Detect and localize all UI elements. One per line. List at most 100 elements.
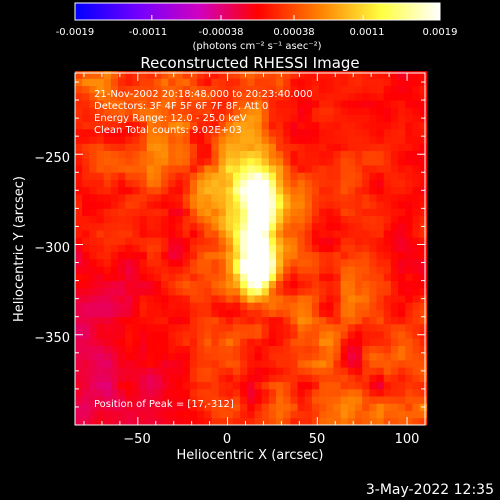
heatmap-cell: [232, 258, 241, 267]
heatmap-cell: [276, 85, 284, 94]
heatmap-cell: [204, 316, 212, 325]
heatmap-cell: [383, 172, 392, 180]
heatmap-cell: [146, 244, 155, 253]
heatmap-cell: [311, 316, 320, 325]
heatmap-cell: [347, 403, 356, 411]
heatmap-cell: [211, 230, 219, 238]
heatmap-cell: [419, 388, 428, 397]
heatmap-cell: [412, 302, 421, 310]
heatmap-cell: [304, 150, 313, 159]
heatmap-cell: [297, 266, 306, 274]
heatmap-cell: [125, 172, 133, 180]
heatmap-cell: [254, 128, 263, 137]
heatmap-cell: [175, 280, 184, 289]
heatmap-cell: [89, 193, 97, 202]
heatmap-cell: [146, 273, 155, 281]
heatmap-cell: [175, 331, 184, 339]
heatmap-cell: [175, 309, 184, 318]
heatmap-cell: [333, 287, 342, 296]
heatmap-cell: [326, 388, 334, 397]
heatmap-cell: [211, 381, 219, 390]
heatmap-cell: [268, 85, 277, 94]
heatmap-cell: [204, 367, 212, 375]
heatmap-cell: [240, 273, 248, 281]
heatmap-cell: [125, 237, 133, 245]
heatmap-cell: [75, 316, 83, 325]
heatmap-cell: [125, 215, 133, 224]
heatmap-cell: [304, 143, 313, 152]
heatmap-cell: [355, 107, 363, 115]
heatmap-cell: [276, 251, 284, 260]
heatmap-cell: [398, 71, 406, 79]
heatmap-cell: [89, 331, 97, 339]
heatmap-cell: [340, 208, 349, 216]
heatmap-cell: [276, 410, 284, 419]
heatmap-cell: [175, 143, 184, 152]
heatmap-cell: [398, 179, 406, 188]
heatmap-cell: [333, 410, 342, 419]
heatmap-cell: [197, 280, 205, 289]
heatmap-cell: [110, 381, 119, 390]
heatmap-cell: [211, 222, 219, 231]
heatmap-cell: [254, 107, 263, 115]
heatmap-cell: [405, 172, 413, 180]
heatmap-cell: [168, 410, 176, 419]
heatmap-cell: [103, 121, 112, 130]
heatmap-cell: [175, 295, 184, 303]
heatmap-cell: [369, 258, 377, 267]
heatmap-cell: [333, 251, 342, 260]
heatmap-cell: [218, 338, 227, 346]
heatmap-cell: [110, 360, 119, 368]
heatmap-cell: [362, 374, 370, 383]
heatmap-cell: [139, 100, 148, 108]
heatmap-cell: [290, 193, 298, 202]
heatmap-cell: [197, 215, 205, 224]
heatmap-cell: [398, 157, 406, 166]
heatmap-cell: [96, 78, 105, 87]
heatmap-cell: [110, 295, 119, 303]
heatmap-cell: [75, 237, 83, 245]
heatmap-cell: [182, 114, 191, 123]
heatmap-cell: [182, 360, 191, 368]
heatmap-cell: [326, 121, 334, 130]
heatmap-cell: [290, 71, 298, 79]
heatmap-cell: [261, 381, 270, 390]
heatmap-cell: [347, 157, 356, 166]
heatmap-cell: [139, 85, 148, 94]
heatmap-cell: [204, 150, 212, 159]
heatmap-cell: [225, 193, 234, 202]
heatmap-cell: [175, 388, 184, 397]
heatmap-cell: [340, 403, 349, 411]
heatmap-cell: [311, 396, 320, 404]
heatmap-cell: [283, 186, 291, 195]
heatmap-cell: [419, 410, 428, 419]
heatmap-cell: [103, 71, 112, 79]
heatmap-cell: [96, 85, 105, 94]
heatmap-cell: [283, 273, 291, 281]
heatmap-cell: [75, 92, 83, 101]
heatmap-cell: [398, 244, 406, 253]
heatmap-cell: [304, 193, 313, 202]
heatmap-cell: [333, 323, 342, 332]
heatmap-cell: [319, 107, 327, 115]
heatmap-cell: [283, 193, 291, 202]
heatmap-cell: [82, 374, 90, 383]
heatmap-cell: [232, 114, 241, 123]
heatmap-cell: [225, 121, 234, 130]
heatmap-cell: [311, 338, 320, 346]
heatmap-cell: [175, 157, 184, 166]
heatmap-cell: [254, 157, 263, 166]
heatmap-cell: [383, 121, 392, 130]
heatmap-cell: [103, 114, 112, 123]
heatmap-cell: [211, 244, 219, 253]
heatmap-cell: [398, 193, 406, 202]
heatmap-cell: [132, 316, 141, 325]
heatmap-cell: [419, 316, 428, 325]
heatmap-cell: [261, 157, 270, 166]
heatmap-cell: [110, 280, 119, 289]
heatmap-cell: [110, 85, 119, 94]
heatmap-cell: [75, 287, 83, 296]
heatmap-cell: [132, 367, 141, 375]
heatmap-cell: [118, 150, 126, 159]
heatmap-cell: [369, 100, 377, 108]
